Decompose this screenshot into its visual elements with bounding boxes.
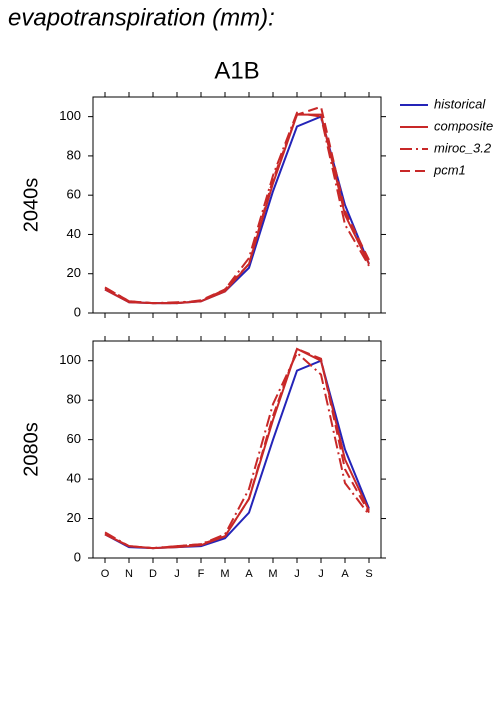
x-tick-label: O xyxy=(101,568,110,580)
y-tick-label: 100 xyxy=(59,108,81,123)
x-tick-label: J xyxy=(294,568,300,580)
plot-frame xyxy=(92,96,382,314)
y-tick-label: 20 xyxy=(67,265,81,280)
y-tick-label: 80 xyxy=(67,147,81,162)
legend-label: miroc_3.2 xyxy=(434,140,492,155)
y-axis-label: 2080s xyxy=(20,422,42,477)
y-tick-label: 60 xyxy=(67,431,81,446)
y-tick-label: 40 xyxy=(67,471,81,486)
subtitle: A1B xyxy=(214,57,259,84)
y-tick-label: 80 xyxy=(67,392,81,407)
x-tick-label: A xyxy=(245,568,253,580)
y-axis-label: 2040s xyxy=(20,178,42,233)
series-line xyxy=(104,105,370,305)
y-tick-label: 100 xyxy=(59,352,81,367)
plot-frame xyxy=(92,340,382,559)
y-tick-label: 40 xyxy=(67,226,81,241)
y-tick-label: 20 xyxy=(67,510,81,525)
x-tick-label: J xyxy=(318,568,324,580)
x-tick-label: S xyxy=(365,568,372,580)
series-line xyxy=(104,347,370,550)
x-tick-label: M xyxy=(220,568,229,580)
legend-label: pcm1 xyxy=(433,162,466,177)
series-line xyxy=(104,359,370,550)
x-tick-label: N xyxy=(125,568,133,580)
legend-label: historical xyxy=(434,96,486,111)
x-tick-label: M xyxy=(268,568,277,580)
x-tick-label: D xyxy=(149,568,157,580)
series-line xyxy=(104,347,370,550)
y-tick-label: 0 xyxy=(74,304,81,319)
legend-label: composite xyxy=(434,118,493,133)
page-title: evapotranspiration (mm): xyxy=(8,4,275,31)
y-tick-label: 60 xyxy=(67,187,81,202)
x-tick-label: F xyxy=(198,568,205,580)
y-tick-label: 0 xyxy=(74,549,81,564)
x-tick-label: J xyxy=(174,568,180,580)
x-tick-label: A xyxy=(341,568,349,580)
